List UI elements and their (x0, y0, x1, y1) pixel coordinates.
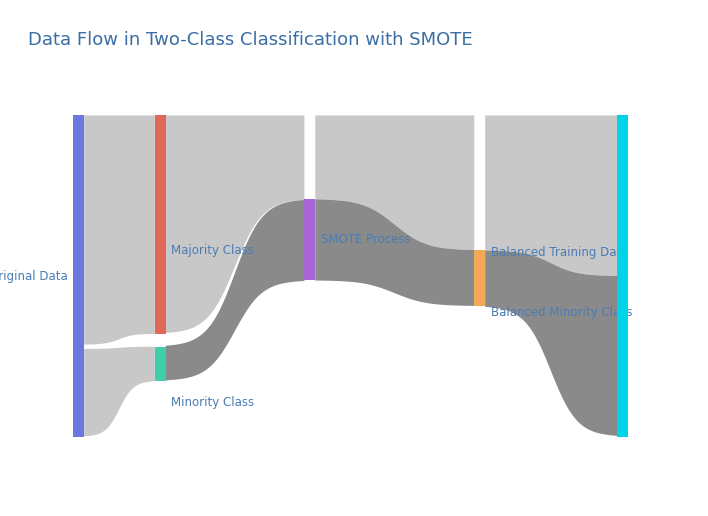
Bar (74, 116, 84, 437)
Text: Original Data: Original Data (0, 269, 68, 283)
Text: Minority Class: Minority Class (171, 396, 254, 409)
Polygon shape (84, 347, 155, 437)
Bar (155, 116, 166, 334)
Polygon shape (315, 116, 474, 250)
Text: Balanced Minority Class: Balanced Minority Class (491, 306, 632, 319)
Polygon shape (166, 116, 304, 333)
Polygon shape (315, 199, 474, 306)
Text: SMOTE Process: SMOTE Process (321, 233, 411, 246)
Text: Data Flow in Two-Class Classification with SMOTE: Data Flow in Two-Class Classification wi… (28, 31, 473, 49)
Polygon shape (84, 116, 155, 345)
Polygon shape (485, 116, 617, 276)
Bar (304, 199, 315, 280)
Bar (155, 347, 166, 381)
Bar (474, 280, 485, 306)
Bar (474, 250, 485, 280)
Polygon shape (166, 200, 304, 380)
Text: Balanced Training Data: Balanced Training Data (491, 246, 628, 259)
Bar (617, 116, 628, 437)
Polygon shape (485, 251, 617, 436)
Text: Majority Class: Majority Class (171, 244, 254, 257)
